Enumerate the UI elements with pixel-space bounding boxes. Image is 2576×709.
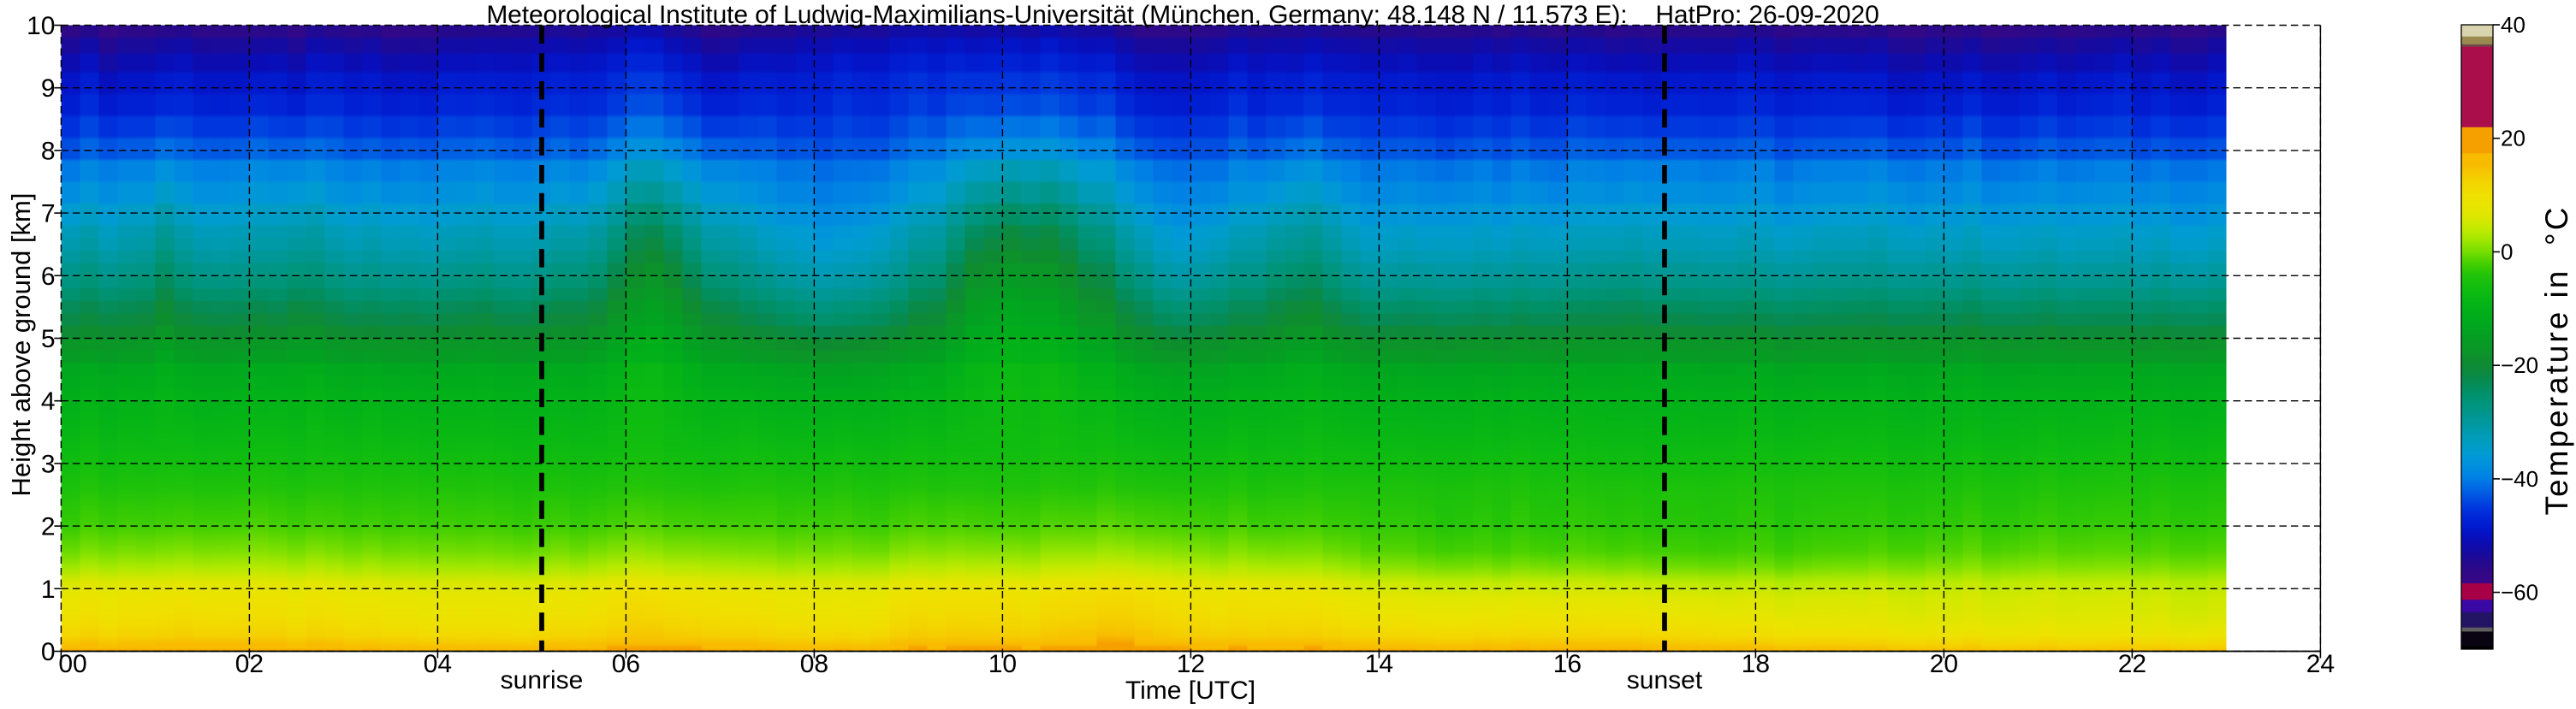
svg-text:−40: −40 — [2501, 466, 2538, 492]
svg-text:08: 08 — [800, 650, 828, 678]
svg-text:00: 00 — [58, 650, 86, 678]
svg-text:20: 20 — [1930, 650, 1958, 678]
svg-text:8: 8 — [41, 137, 56, 165]
svg-text:9: 9 — [41, 74, 56, 103]
svg-text:10: 10 — [27, 12, 55, 40]
svg-text:22: 22 — [2118, 650, 2146, 678]
svg-text:24: 24 — [2306, 650, 2335, 678]
svg-text:0: 0 — [41, 638, 56, 666]
svg-text:3: 3 — [41, 450, 56, 478]
svg-text:16: 16 — [1553, 650, 1582, 678]
svg-text:4: 4 — [41, 387, 56, 416]
svg-text:14: 14 — [1365, 650, 1393, 678]
svg-text:12: 12 — [1177, 650, 1205, 678]
svg-text:20: 20 — [2501, 126, 2526, 151]
svg-text:02: 02 — [235, 650, 264, 678]
svg-text:sunrise: sunrise — [501, 666, 584, 694]
svg-text:−60: −60 — [2501, 580, 2538, 606]
svg-text:5: 5 — [41, 325, 56, 353]
svg-text:Height above ground [km]: Height above ground [km] — [6, 193, 36, 497]
svg-text:04: 04 — [424, 650, 452, 678]
svg-text:sunset: sunset — [1627, 666, 1703, 694]
svg-text:0: 0 — [2501, 239, 2513, 265]
svg-text:6: 6 — [41, 263, 56, 291]
svg-text:2: 2 — [41, 513, 56, 541]
svg-text:10: 10 — [988, 650, 1017, 678]
svg-text:Temperature in °C: Temperature in °C — [2539, 205, 2574, 516]
svg-text:−20: −20 — [2501, 352, 2538, 378]
svg-text:40: 40 — [2501, 12, 2526, 38]
svg-text:Time [UTC]: Time [UTC] — [1125, 677, 1255, 705]
svg-text:06: 06 — [612, 650, 640, 678]
svg-text:1: 1 — [41, 576, 56, 604]
svg-text:18: 18 — [1742, 650, 1770, 678]
svg-text:7: 7 — [41, 200, 56, 228]
svg-text:Meteorological Institute of Lu: Meteorological Institute of Ludwig-Maxim… — [486, 1, 1879, 29]
